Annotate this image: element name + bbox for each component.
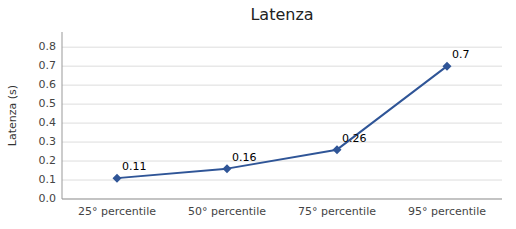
- grid-line: [62, 142, 502, 143]
- grid-line: [62, 85, 502, 86]
- y-tick-label: 0.2: [39, 154, 57, 167]
- point-marker: [223, 164, 232, 173]
- grid-line: [62, 47, 502, 48]
- plot-area: [113, 62, 452, 183]
- point-marker: [443, 62, 452, 71]
- x-tick-label: 50° percentile: [188, 205, 266, 218]
- y-tick-label: 0.8: [39, 40, 57, 53]
- x-tick-label: 75° percentile: [298, 205, 376, 218]
- grid-line: [62, 199, 502, 200]
- x-tick-label: 25° percentile: [78, 205, 156, 218]
- title: Latenza: [250, 5, 313, 24]
- point-marker: [333, 145, 342, 154]
- data-label: 0.26: [342, 132, 367, 145]
- y-tick-label: 0.1: [39, 173, 57, 186]
- data-label: 0.11: [122, 160, 147, 173]
- y-tick-label: 0.7: [39, 59, 57, 72]
- grid-line: [62, 104, 502, 105]
- chart-container: 0.0 0.1 0.2 0.3 0.4 0.5 0.6 0.7 0.8 25° percentil…: [0, 0, 516, 229]
- y-axis-label: Latenza (s): [6, 85, 19, 146]
- grid: [62, 47, 502, 199]
- data-label: 0.7: [452, 48, 470, 61]
- data-label: 0.16: [232, 151, 257, 164]
- y-tick-label: 0.0: [39, 192, 57, 205]
- series-line: [117, 66, 447, 178]
- grid-line: [62, 123, 502, 124]
- y-tick-label: 0.6: [39, 78, 57, 91]
- point-marker: [113, 174, 122, 183]
- y-ticks: 0.0 0.1 0.2 0.3 0.4 0.5 0.6 0.7 0.8: [39, 40, 57, 205]
- y-tick-label: 0.5: [39, 97, 57, 110]
- y-tick-label: 0.3: [39, 135, 57, 148]
- data-labels: 0.11 0.16 0.26 0.7: [122, 48, 470, 173]
- x-ticks: 25° percentile 50° percentile 75° percenti…: [78, 205, 486, 218]
- y-tick-label: 0.4: [39, 116, 57, 129]
- chart-svg: 0.0 0.1 0.2 0.3 0.4 0.5 0.6 0.7 0.8 25° percentil…: [0, 0, 516, 229]
- x-tick-label: 95° percentile: [408, 205, 486, 218]
- y-axis-line: [62, 32, 63, 199]
- grid-line: [62, 180, 502, 181]
- x-axis-line: [62, 199, 502, 200]
- grid-line: [62, 66, 502, 67]
